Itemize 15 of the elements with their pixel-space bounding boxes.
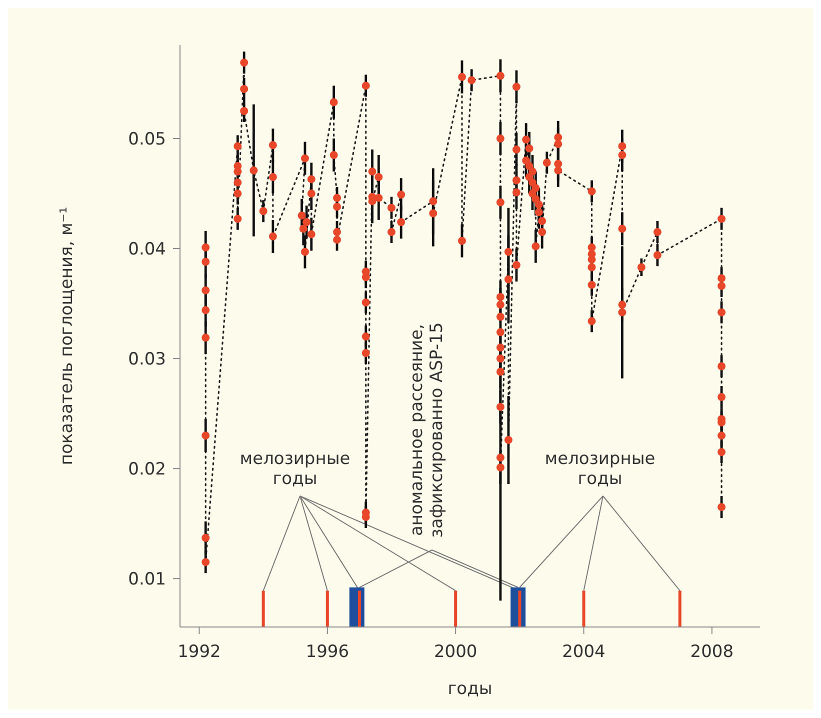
y-axis-title: показатель поглощения, м⁻¹: [57, 206, 77, 466]
y-tick-label: 0.03: [128, 350, 166, 370]
x-tick-label: 2008: [690, 642, 734, 662]
x-tick-label: 2000: [434, 642, 478, 662]
y-tick-label: 0.04: [128, 239, 166, 260]
annotation: мелозирные годы: [544, 449, 656, 489]
x-tick-label: 1992: [178, 642, 221, 662]
x-axis-title: годы: [448, 679, 492, 699]
annotation: аномальное рассеяние, зафиксированно ASP-15: [407, 322, 447, 538]
y-tick-label: 0.05: [128, 129, 166, 150]
x-tick-label: 1996: [306, 642, 350, 662]
y-tick-label: 0.01: [128, 570, 166, 590]
x-tick-label: 2004: [562, 642, 606, 662]
annotation: мелозирные годы: [240, 449, 350, 489]
y-tick-label: 0.02: [128, 460, 166, 480]
